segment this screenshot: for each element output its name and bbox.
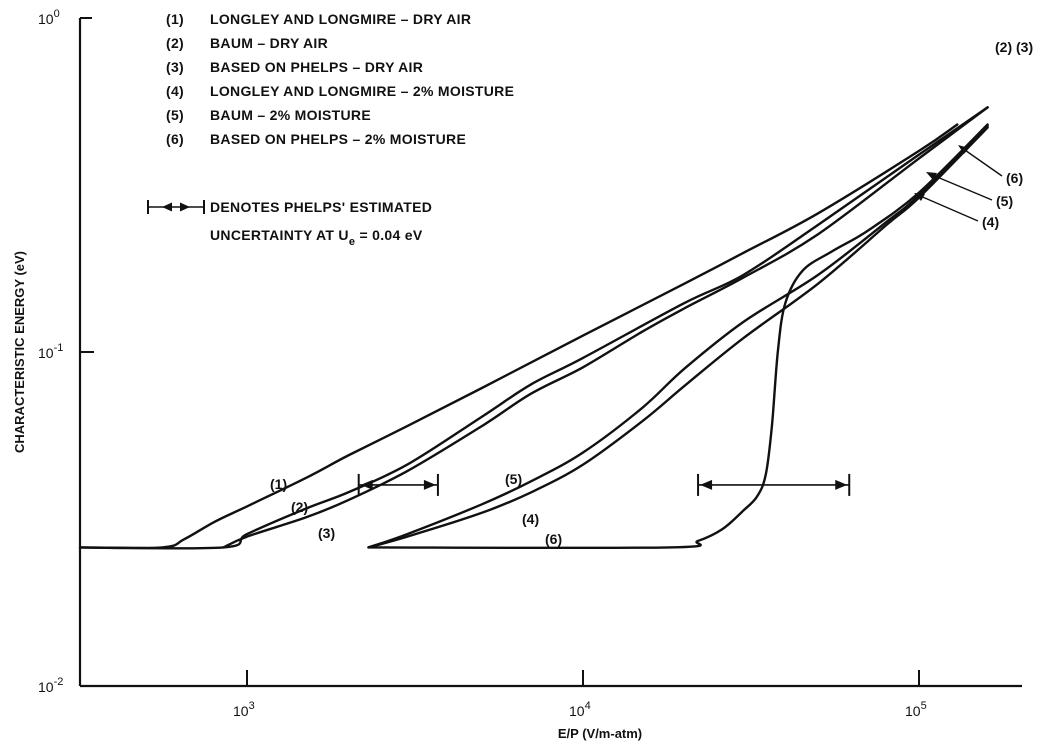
legend-num-2: (2) <box>166 35 184 51</box>
x-axis-title: E/P (V/m-atm) <box>558 726 642 741</box>
series-line-2 <box>78 106 989 550</box>
note-bracket-icon <box>147 200 205 214</box>
pointer-5-arrow-icon <box>926 172 993 201</box>
y-axis-title: CHARACTERISTIC ENERGY (eV) <box>12 251 27 453</box>
pointer-6-arrow-icon <box>958 145 1003 177</box>
pointer-4-arrow-icon <box>914 193 979 222</box>
series-line-5 <box>367 124 989 549</box>
x-tick-label-1: 104 <box>569 700 591 719</box>
curves-layer <box>78 106 989 550</box>
note-line2-suffix: = 0.04 eV <box>355 227 423 243</box>
note-line2-prefix: UNCERTAINTY AT U <box>210 227 349 243</box>
ticks-layer: 103 104 105 100 10-1 10-2 <box>38 8 927 719</box>
label-low-2: (2) <box>291 499 308 515</box>
series-line-3 <box>222 106 989 549</box>
series-line-4 <box>367 126 989 549</box>
legend-item-1: LONGLEY AND LONGMIRE – DRY AIR <box>210 11 471 27</box>
y-tick-label-0: 100 <box>38 8 60 27</box>
note-line2: UNCERTAINTY AT Ue = 0.04 eV <box>210 227 423 248</box>
right-labels: (2) (3) (6) (5) (4) <box>914 39 1033 230</box>
error-bars-layer <box>357 473 851 496</box>
legend-item-2: BAUM – DRY AIR <box>210 35 328 51</box>
legend-num-5: (5) <box>166 107 184 123</box>
series-line-1 <box>78 123 959 550</box>
error-bar-1 <box>357 473 439 496</box>
note-line2-sub: e <box>349 236 355 248</box>
legend-item-4: LONGLEY AND LONGMIRE – 2% MOISTURE <box>210 83 514 99</box>
legend-num-1: (1) <box>166 11 184 27</box>
label-right-2-3: (2) (3) <box>995 39 1033 55</box>
legend-item-5: BAUM – 2% MOISTURE <box>210 107 371 123</box>
lower-labels: (1) (2) (3) (5) (4) (6) <box>270 471 562 547</box>
x-tick-label-2: 105 <box>905 700 927 719</box>
label-right-4: (4) <box>982 214 999 230</box>
x-tick-label-0: 103 <box>233 700 255 719</box>
label-right-5: (5) <box>996 193 1013 209</box>
label-low-3: (3) <box>318 525 335 541</box>
legend-num-4: (4) <box>166 83 184 99</box>
label-right-6: (6) <box>1006 170 1023 186</box>
label-low-1: (1) <box>270 476 287 492</box>
legend-num-6: (6) <box>166 131 184 147</box>
error-bar-2 <box>697 473 851 496</box>
legend-num-3: (3) <box>166 59 184 75</box>
legend-item-3: BASED ON PHELPS – DRY AIR <box>210 59 423 75</box>
uncertainty-note: DENOTES PHELPS' ESTIMATED UNCERTAINTY AT… <box>147 199 432 248</box>
legend-item-6: BASED ON PHELPS – 2% MOISTURE <box>210 131 466 147</box>
series-line-6 <box>367 123 989 550</box>
label-low-6: (6) <box>545 531 562 547</box>
label-low-5: (5) <box>505 471 522 487</box>
label-low-4: (4) <box>522 511 539 527</box>
legend: (1) LONGLEY AND LONGMIRE – DRY AIR (2) BAUM… <box>166 11 514 147</box>
y-tick-label-2: 10-2 <box>38 676 63 695</box>
note-line1: DENOTES PHELPS' ESTIMATED <box>210 199 432 215</box>
y-tick-label-1: 10-1 <box>38 342 63 361</box>
